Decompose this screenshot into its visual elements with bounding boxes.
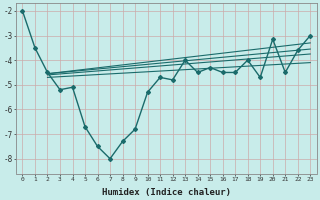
X-axis label: Humidex (Indice chaleur): Humidex (Indice chaleur) bbox=[102, 188, 231, 197]
